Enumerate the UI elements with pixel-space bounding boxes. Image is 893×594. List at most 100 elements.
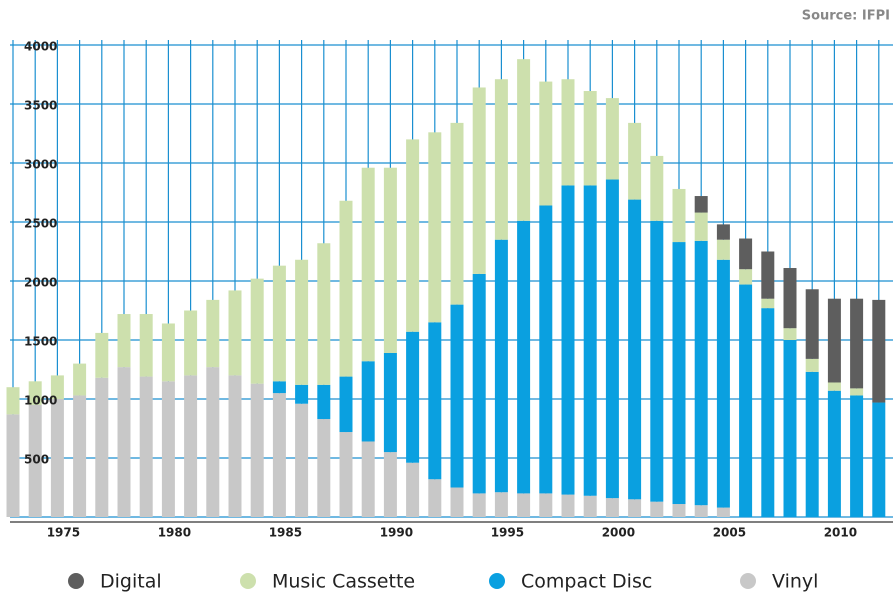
bar-segment <box>250 383 264 517</box>
bar-segment <box>628 122 642 200</box>
bar-segment <box>428 132 442 323</box>
bar-segment <box>716 224 730 240</box>
bar-segment <box>383 352 397 453</box>
x-tick-label: 1985 <box>269 526 302 540</box>
bar-segment <box>494 492 508 517</box>
bar-segment <box>605 98 619 180</box>
bar-segment <box>517 59 531 221</box>
bar-segment <box>161 381 175 517</box>
bar-segment <box>50 375 64 399</box>
bar-segment <box>250 278 264 384</box>
bar-segment <box>716 259 730 508</box>
bar-segment <box>50 399 64 517</box>
bar-segment <box>95 377 109 517</box>
bar-segment <box>761 298 775 309</box>
bar-segment <box>805 371 819 517</box>
legend-label: Vinyl <box>772 571 818 593</box>
legend-marker <box>740 573 756 589</box>
bar-segment <box>272 265 286 382</box>
bar-segment <box>28 404 42 517</box>
bar-segment <box>694 196 708 213</box>
bar-segment <box>295 384 309 404</box>
legend-label: Compact Disc <box>521 571 652 593</box>
x-tick-label: 1975 <box>47 526 80 540</box>
bar-segment <box>428 322 442 480</box>
bar-segment <box>739 238 753 270</box>
bar-segment <box>827 382 841 391</box>
bar-segment <box>95 332 109 378</box>
bar-segment <box>694 505 708 517</box>
legend-label: Music Cassette <box>272 571 415 593</box>
bar-segment <box>850 388 864 396</box>
bar-segment <box>628 499 642 517</box>
legend-label: Digital <box>100 571 162 593</box>
bar-segment <box>539 205 553 494</box>
bar-segment <box>561 79 575 186</box>
bar-segment <box>783 340 797 517</box>
bar-segment <box>117 314 131 368</box>
bar-segment <box>494 79 508 240</box>
bar-segment <box>406 139 420 332</box>
bar-segment <box>539 81 553 206</box>
bar-segment <box>472 493 486 517</box>
y-tick-label: 500 <box>24 453 49 467</box>
bar-segment <box>872 402 886 517</box>
y-tick-label: 2500 <box>24 217 57 231</box>
bar-segment <box>383 167 397 353</box>
y-tick-label: 4000 <box>24 40 57 54</box>
x-tick-label: 2000 <box>602 526 635 540</box>
bar-segment <box>295 403 309 517</box>
bar-segment <box>739 269 753 285</box>
bar-segment <box>583 495 597 517</box>
bar-segment <box>428 479 442 517</box>
bar-segment <box>73 395 87 517</box>
bar-segment <box>805 358 819 372</box>
bar-segment <box>850 395 864 517</box>
bar-segment <box>228 375 242 517</box>
bar-segment <box>6 414 20 517</box>
bar-segment <box>472 87 486 274</box>
bar-segment <box>339 432 353 517</box>
bar-segment <box>783 328 797 340</box>
bar-segment <box>605 179 619 499</box>
bar-segment <box>827 390 841 517</box>
bar-segment <box>783 268 797 329</box>
y-tick-label: 3000 <box>24 158 57 172</box>
bar-segment <box>539 493 553 517</box>
bar-segment <box>161 323 175 382</box>
bar-segment <box>605 498 619 517</box>
bar-segment <box>517 220 531 494</box>
bar-segment <box>450 122 464 305</box>
bar-segment <box>472 273 486 494</box>
bar-segment <box>872 299 886 403</box>
y-tick-label: 3500 <box>24 99 57 113</box>
bar-segment <box>805 289 819 359</box>
bar-segment <box>339 200 353 377</box>
legend-marker <box>489 573 505 589</box>
bar-segment <box>295 259 309 385</box>
bar-segment <box>628 199 642 500</box>
bar-segment <box>672 504 686 517</box>
bar-segment <box>361 167 375 362</box>
bar-segment <box>583 185 597 496</box>
bar-segment <box>650 155 664 221</box>
bar-segment <box>694 240 708 506</box>
bar-segment <box>494 239 508 493</box>
bar-segment <box>28 381 42 405</box>
x-tick-label: 1990 <box>380 526 413 540</box>
bar-segment <box>517 493 531 517</box>
bar-segment <box>139 314 153 377</box>
bar-segment <box>317 419 331 517</box>
bar-segment <box>6 387 20 415</box>
bar-segment <box>561 185 575 495</box>
bar-segment <box>650 501 664 517</box>
x-tick-label: 2005 <box>713 526 746 540</box>
bar-segment <box>317 243 331 385</box>
bar-segment <box>450 304 464 488</box>
bar-segment <box>361 361 375 442</box>
legend-marker <box>68 573 84 589</box>
bar-segment <box>761 251 775 299</box>
bar-segment <box>561 494 575 517</box>
bar-segment <box>184 375 198 517</box>
